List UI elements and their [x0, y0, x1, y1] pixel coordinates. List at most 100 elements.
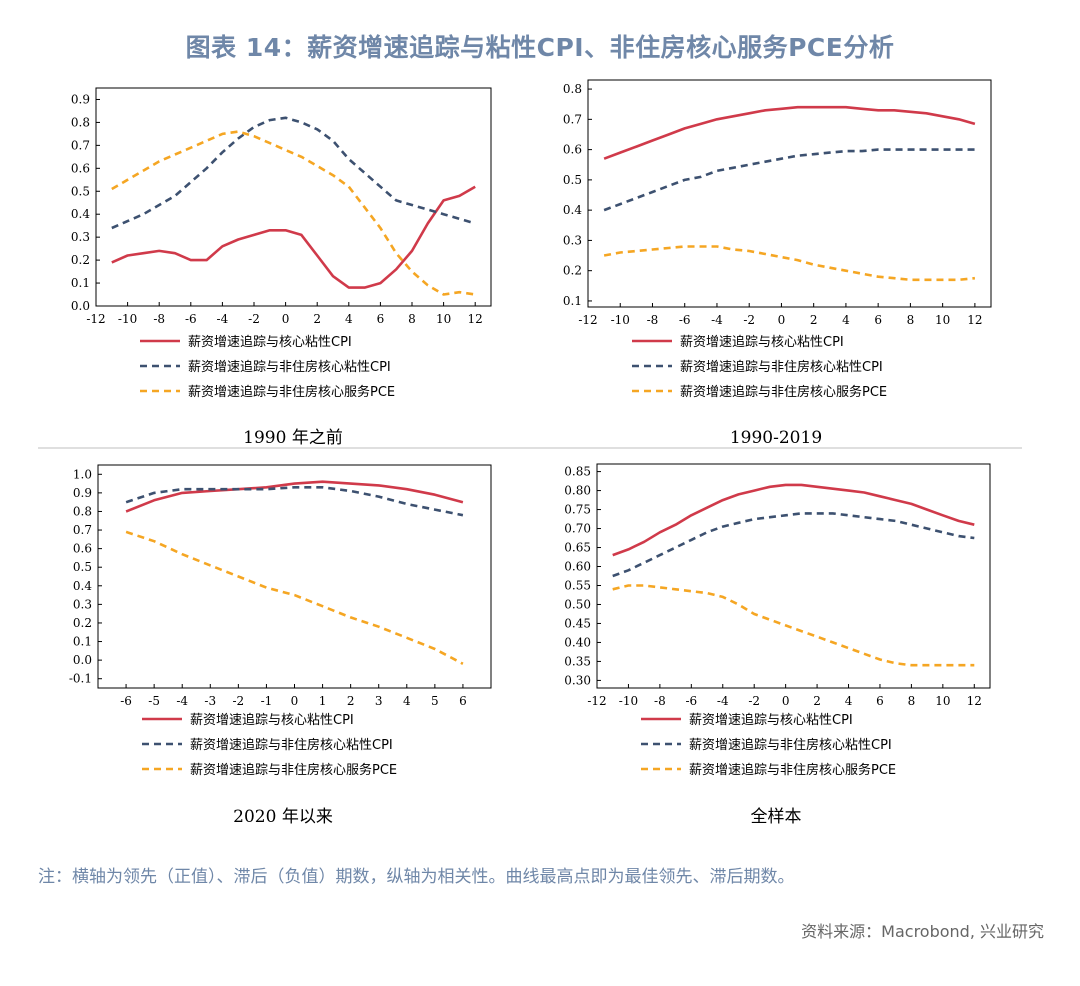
data-point — [738, 522, 740, 524]
data-point — [926, 112, 928, 114]
legend-label: 薪资增速追踪与非住房核心服务PCE — [689, 762, 896, 778]
data-point — [801, 484, 803, 486]
data-point — [863, 653, 865, 655]
data-point — [877, 109, 879, 111]
data-point — [434, 648, 436, 650]
data-point — [797, 106, 799, 108]
data-point — [801, 513, 803, 515]
data-point — [829, 267, 831, 269]
x-tick-label: 10 — [436, 312, 451, 326]
data-point — [643, 585, 645, 587]
y-tick-label: 0.30 — [564, 673, 591, 687]
data-point — [829, 106, 831, 108]
data-point — [700, 123, 702, 125]
data-point — [753, 613, 755, 615]
data-point — [652, 191, 654, 193]
data-point — [238, 488, 240, 490]
x-tick-label: -4 — [711, 313, 723, 327]
data-point — [443, 200, 445, 202]
legend-label: 薪资增速追踪与核心粘性CPI — [188, 334, 352, 350]
data-point — [813, 264, 815, 266]
y-tick-label: 0.8 — [563, 82, 582, 96]
y-tick-label: 0.1 — [73, 635, 92, 649]
y-tick-label: 0.3 — [73, 597, 92, 611]
data-point — [832, 642, 834, 644]
data-point — [974, 123, 976, 125]
x-tick-label: 2 — [810, 313, 818, 327]
data-point — [816, 513, 818, 515]
data-point — [322, 481, 324, 483]
y-tick-label: 0.4 — [71, 207, 90, 221]
data-point — [364, 172, 366, 174]
data-point — [462, 501, 464, 503]
data-point — [785, 625, 787, 627]
x-tick-label: 12 — [468, 312, 483, 326]
x-tick-label: -5 — [148, 694, 160, 708]
x-tick-label: -4 — [717, 694, 729, 708]
data-point — [406, 503, 408, 505]
data-point — [301, 156, 303, 158]
data-point — [911, 503, 913, 505]
data-point — [153, 540, 155, 542]
data-point — [700, 176, 702, 178]
data-point — [675, 524, 677, 526]
data-point — [691, 514, 693, 516]
data-point — [926, 528, 928, 530]
y-tick-label: 0.5 — [71, 184, 90, 198]
legend-label: 薪资增速追踪与非住房核心粘性CPI — [680, 359, 883, 375]
panel-caption: 1990 年之前 — [243, 428, 343, 448]
data-point — [722, 499, 724, 501]
y-tick-label: 0.1 — [563, 294, 582, 308]
data-point — [332, 140, 334, 142]
data-point — [942, 279, 944, 281]
data-point — [829, 152, 831, 154]
data-point — [974, 149, 976, 151]
y-tick-label: 0.80 — [564, 484, 591, 498]
chart-panel-1: 0.0 0.1 0.2 0.3 0.4 0.5 0.6 0.7 0.8 0.9 -12 -10 -8 -6… — [71, 87, 492, 448]
data-point — [174, 154, 176, 156]
data-point — [628, 585, 630, 587]
panel-caption: 全样本 — [751, 807, 802, 827]
data-point — [785, 514, 787, 516]
x-tick-label: 6 — [874, 313, 882, 327]
x-tick-label: -8 — [654, 694, 666, 708]
data-point — [753, 490, 755, 492]
data-point — [619, 152, 621, 154]
data-point — [316, 255, 318, 257]
data-point — [316, 129, 318, 131]
data-point — [462, 514, 464, 516]
data-point — [459, 291, 461, 293]
x-tick-label: 10 — [935, 694, 950, 708]
data-point — [127, 179, 129, 181]
data-point — [643, 541, 645, 543]
panel-caption: 2020 年以来 — [233, 807, 333, 827]
x-tick-label: -10 — [611, 313, 630, 327]
legend-label: 薪资增速追踪与核心粘性CPI — [689, 712, 853, 728]
data-point — [395, 252, 397, 254]
data-point — [942, 532, 944, 534]
data-point — [143, 252, 145, 254]
data-point — [816, 636, 818, 638]
data-point — [411, 271, 413, 273]
data-point — [958, 520, 960, 522]
data-point — [181, 488, 183, 490]
data-point — [380, 186, 382, 188]
y-tick-label: 0.3 — [563, 233, 582, 247]
y-tick-label: 0.8 — [73, 504, 92, 518]
data-point — [153, 500, 155, 502]
data-point — [364, 207, 366, 209]
data-point — [350, 617, 352, 619]
data-point — [958, 535, 960, 537]
x-tick-label: -4 — [217, 312, 229, 326]
data-point — [722, 596, 724, 598]
x-tick-label: -12 — [587, 694, 606, 708]
x-tick-label: 12 — [967, 313, 982, 327]
data-point — [974, 277, 976, 279]
y-tick-label: 0.45 — [564, 616, 591, 630]
x-tick-label: -8 — [647, 313, 659, 327]
data-point — [636, 250, 638, 252]
data-point — [434, 494, 436, 496]
data-point — [237, 138, 239, 140]
data-point — [603, 158, 605, 160]
data-point — [668, 134, 670, 136]
